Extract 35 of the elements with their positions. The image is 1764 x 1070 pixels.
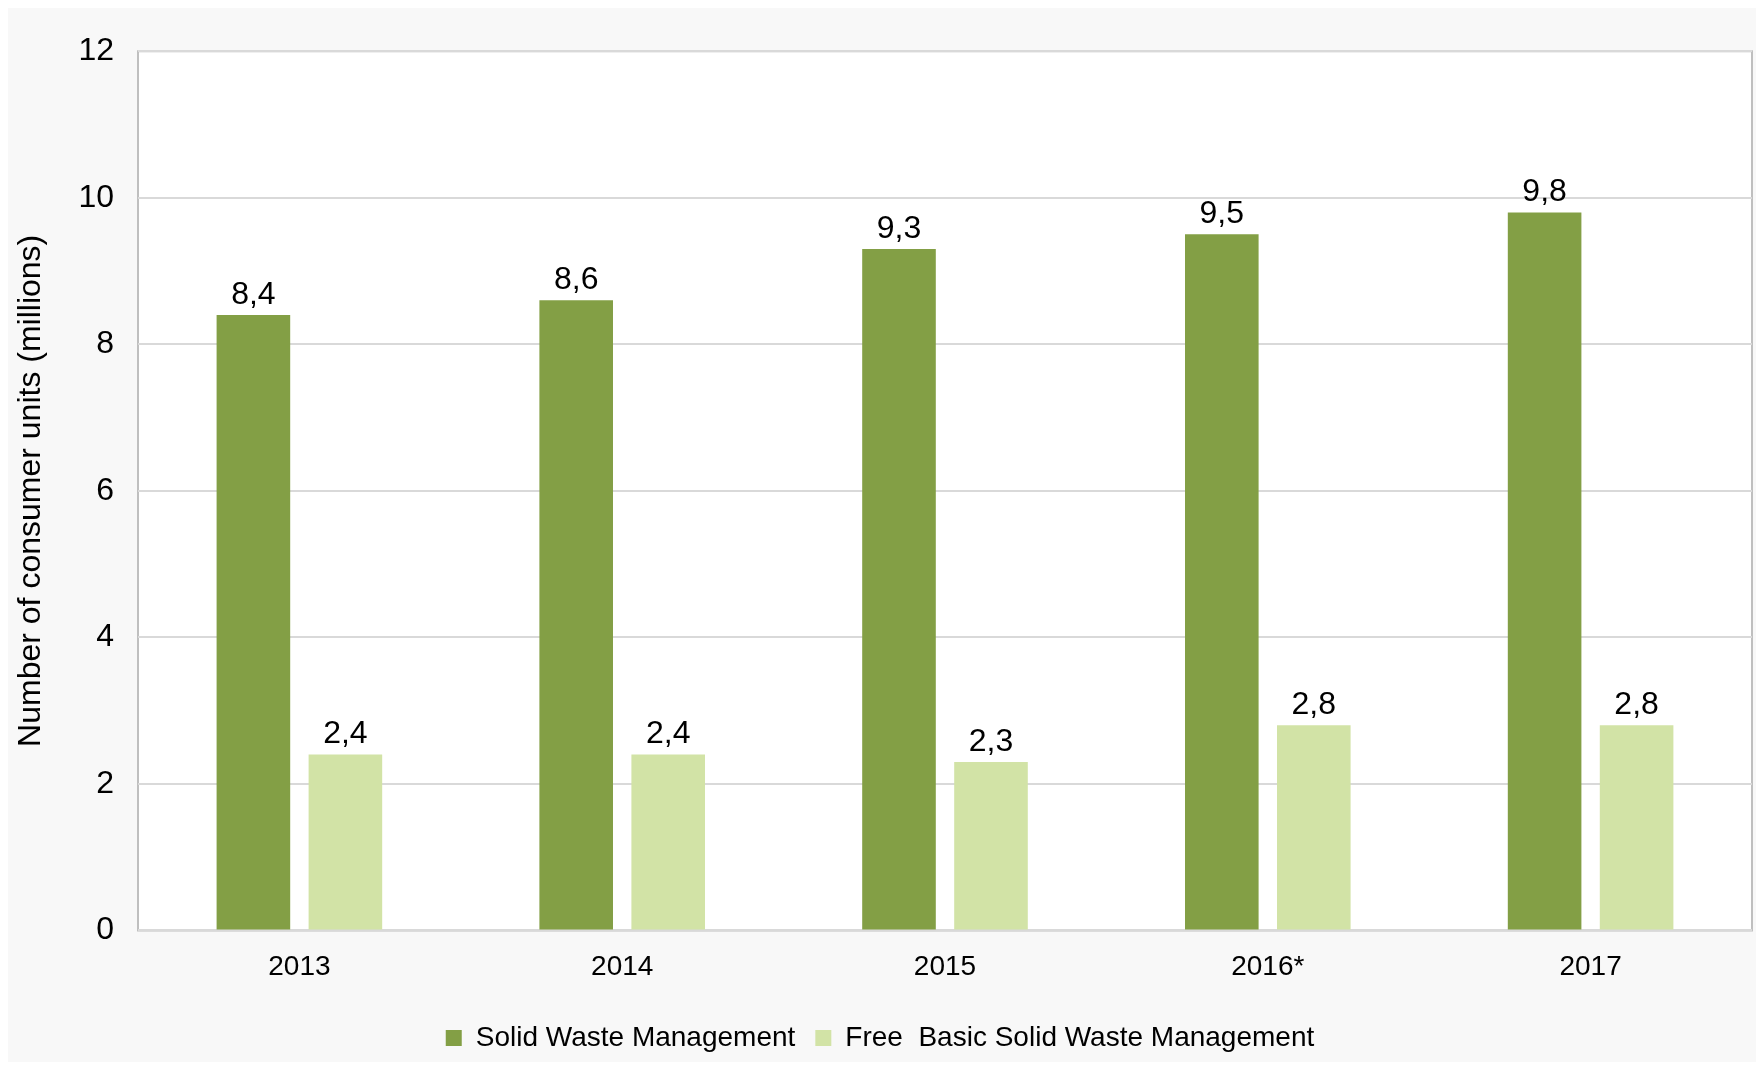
y-axis-title: Number of consumer units (millions) — [11, 234, 48, 747]
data-label: 2,8 — [1291, 685, 1337, 722]
bar — [1599, 725, 1674, 930]
data-label: 9,3 — [876, 208, 922, 245]
legend-label: Solid Waste Management — [475, 1020, 796, 1052]
bar — [539, 300, 613, 930]
x-tick-label: 2015 — [913, 949, 977, 981]
bar — [1507, 212, 1582, 930]
data-label: 2,8 — [1614, 685, 1659, 722]
data-label: 8,6 — [553, 260, 599, 297]
bar — [631, 754, 705, 930]
y-tick-label: 0 — [96, 910, 114, 947]
x-tick-label: 2014 — [591, 949, 654, 981]
bar — [1185, 234, 1259, 930]
bar — [954, 761, 1028, 930]
data-label: 2,4 — [645, 714, 691, 751]
bar — [862, 249, 936, 930]
data-label: 8,4 — [231, 274, 276, 311]
data-label: 9,8 — [1522, 172, 1567, 209]
x-tick-label: 2016* — [1231, 949, 1305, 981]
bar — [1277, 725, 1351, 930]
x-tick-label: 2017 — [1559, 949, 1622, 981]
bar — [216, 314, 291, 930]
y-tick-label: 2 — [96, 763, 114, 800]
y-tick-label: 6 — [96, 470, 114, 507]
data-label: 9,5 — [1199, 194, 1245, 231]
data-label: 2,4 — [323, 714, 368, 751]
data-label: 2,3 — [968, 721, 1014, 758]
y-tick-label: 12 — [78, 31, 114, 68]
y-tick-label: 4 — [96, 617, 114, 654]
y-tick-label: 10 — [78, 177, 114, 214]
y-tick-label: 8 — [96, 324, 114, 361]
bar — [308, 754, 383, 930]
legend-label: Free Basic Solid Waste Management — [845, 1020, 1315, 1052]
x-tick-label: 2013 — [268, 949, 331, 981]
